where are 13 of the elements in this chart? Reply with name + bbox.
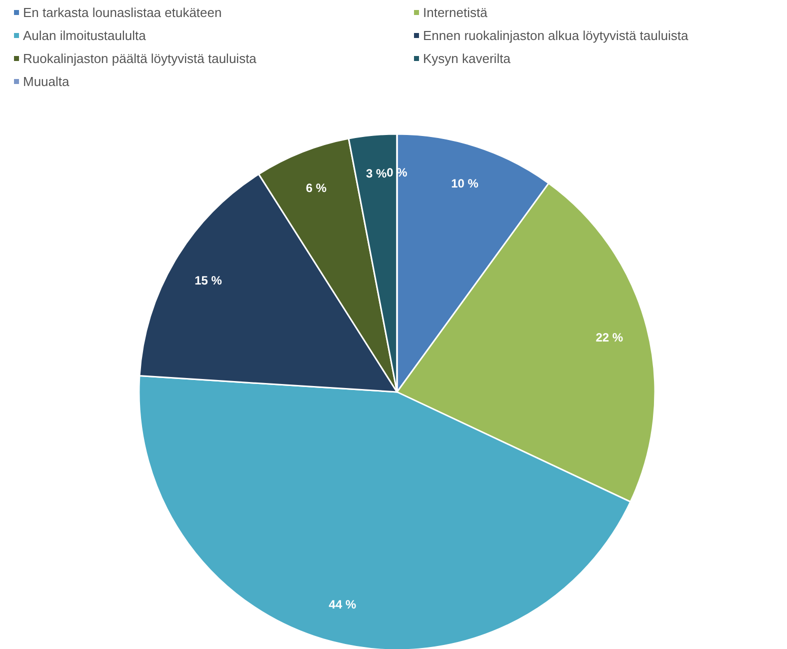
legend-label: Kysyn kaverilta	[423, 51, 512, 66]
legend-label: Ennen ruokalinjaston alkua löytyvistä tauluista	[423, 28, 689, 43]
legend-label: Muualta	[23, 74, 70, 89]
data-label: 22 %	[596, 330, 624, 344]
legend-label: Ruokalinjaston päältä löytyvistä tauluista	[23, 51, 258, 66]
data-label: 15 %	[194, 273, 222, 288]
data-label: 6 %	[306, 181, 327, 196]
legend-label: Internetistä	[423, 5, 488, 20]
legend-label: Aulan ilmoitustaululta	[23, 28, 147, 43]
data-label: 10 %	[451, 176, 479, 190]
data-label: 3 %	[366, 166, 388, 181]
data-label: 44 %	[328, 597, 356, 612]
legend-label: En tarkasta lounaslistaa etukäteen	[23, 5, 222, 20]
